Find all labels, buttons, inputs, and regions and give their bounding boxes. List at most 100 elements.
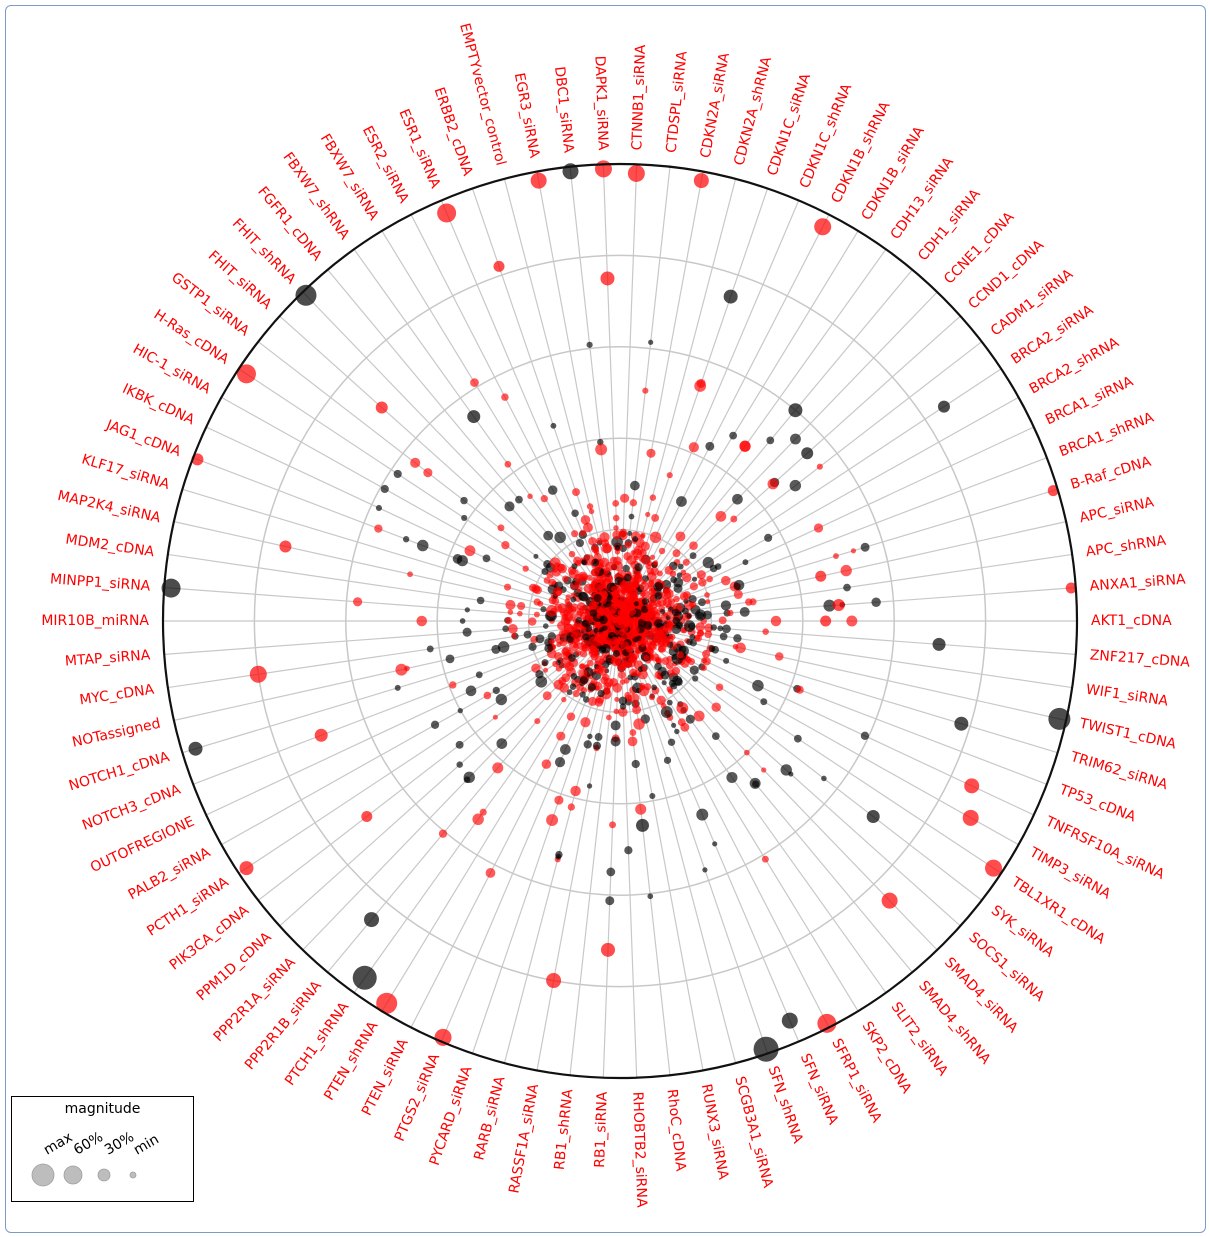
data-point — [671, 608, 680, 617]
data-point — [560, 616, 571, 626]
data-point — [465, 685, 477, 697]
legend-size-marker — [63, 1165, 83, 1185]
legend-size-marker — [31, 1163, 55, 1187]
category-label: SFN_siRNA — [797, 1051, 841, 1127]
data-point — [704, 623, 713, 633]
data-point — [541, 568, 549, 576]
data-point — [667, 598, 675, 606]
data-point — [654, 662, 662, 671]
data-point — [711, 702, 721, 712]
data-point — [614, 618, 625, 629]
data-point — [650, 611, 656, 617]
data-point — [624, 573, 632, 582]
data-point — [476, 596, 485, 605]
data-point — [586, 503, 594, 510]
data-point — [721, 575, 731, 586]
data-point — [610, 656, 621, 667]
data-point — [628, 513, 635, 520]
data-point — [596, 665, 603, 673]
data-point — [609, 821, 617, 829]
data-point — [457, 707, 463, 714]
data-point — [611, 536, 623, 548]
data-point — [461, 514, 468, 522]
data-point — [563, 623, 574, 634]
spoke — [619, 214, 830, 622]
data-point — [762, 628, 769, 635]
data-point — [645, 511, 651, 518]
spoke — [619, 248, 887, 622]
data-point — [635, 803, 647, 815]
data-point — [618, 629, 625, 636]
data-points — [161, 160, 1077, 1062]
category-label: DBC1_siRNA — [551, 66, 576, 154]
data-point — [589, 608, 598, 617]
data-point — [639, 581, 650, 592]
spoke — [619, 426, 1035, 622]
legend-label: 60% — [71, 1129, 106, 1158]
data-point — [676, 572, 683, 579]
category-label: JAG1_cDNA — [103, 417, 183, 460]
data-point — [376, 992, 398, 1014]
data-point — [654, 671, 663, 680]
data-point — [612, 499, 620, 507]
data-point — [472, 813, 484, 826]
data-point — [629, 693, 640, 704]
data-point — [552, 660, 559, 668]
data-point — [619, 580, 629, 590]
data-point — [562, 575, 569, 583]
data-point — [722, 624, 731, 634]
spoke — [569, 166, 621, 622]
data-point — [629, 668, 638, 677]
data-point — [375, 401, 388, 414]
data-point — [702, 556, 714, 569]
data-point — [635, 818, 649, 832]
data-point — [633, 622, 639, 629]
data-point — [535, 675, 548, 688]
data-point — [760, 698, 768, 706]
data-point — [676, 702, 689, 715]
data-point — [656, 695, 666, 706]
data-point — [843, 583, 851, 592]
data-point — [593, 593, 602, 603]
data-point — [793, 734, 802, 743]
data-point — [698, 598, 706, 607]
category-label: B-Raf_cDNA — [1069, 454, 1154, 493]
data-point — [715, 510, 727, 522]
data-point — [658, 645, 665, 653]
data-point — [352, 965, 377, 990]
data-point — [449, 681, 457, 689]
data-point — [612, 600, 622, 610]
data-point — [464, 607, 470, 613]
data-point — [962, 809, 979, 826]
data-point — [647, 595, 657, 604]
data-point — [937, 400, 950, 413]
data-point — [492, 762, 504, 774]
data-point — [712, 841, 718, 847]
category-label: NOTCH1_cDNA — [67, 749, 172, 794]
data-point — [846, 615, 858, 627]
data-point — [517, 601, 526, 611]
data-point — [586, 574, 593, 581]
category-label: NOTassigned — [71, 716, 162, 751]
data-point — [629, 729, 637, 736]
data-point — [761, 855, 769, 863]
data-point — [667, 738, 676, 746]
spoke — [619, 269, 913, 622]
data-point — [688, 442, 699, 453]
data-point — [535, 634, 545, 644]
data-point — [456, 761, 463, 768]
data-point — [314, 728, 328, 742]
data-point — [501, 541, 510, 550]
category-label: RhoC_cDNA — [664, 1088, 689, 1172]
data-point — [522, 565, 529, 572]
data-point — [595, 631, 603, 639]
data-point — [685, 714, 695, 724]
data-point — [661, 680, 667, 686]
data-point — [705, 599, 711, 605]
category-label: ESR1_siRNA — [395, 107, 443, 191]
category-label: EGR3_siRNA — [511, 72, 542, 160]
data-point — [504, 583, 512, 591]
data-point — [606, 867, 616, 877]
data-point — [704, 630, 712, 639]
spoke — [238, 368, 621, 622]
